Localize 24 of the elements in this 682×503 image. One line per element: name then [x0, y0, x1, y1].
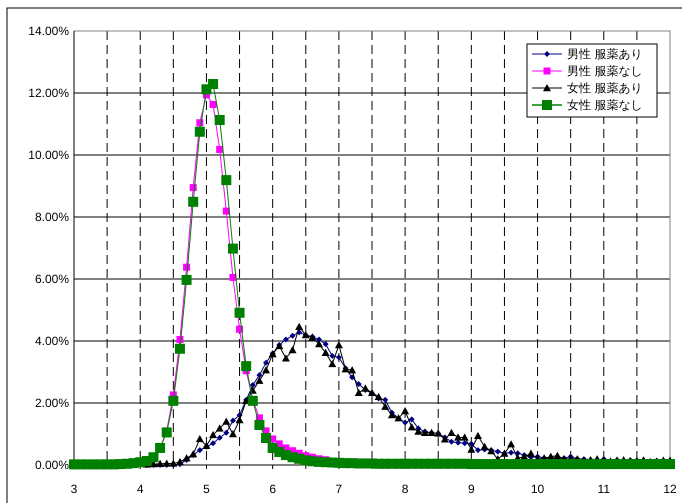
x-tick-label: 5 [203, 482, 210, 496]
y-tick-label: 2.00% [34, 396, 70, 410]
legend-label: 男性 服薬あり [567, 47, 642, 61]
y-tick-label: 8.00% [34, 210, 70, 224]
x-tick-label: 4 [136, 482, 144, 496]
y-tick-label: 14.00% [28, 24, 70, 38]
x-tick-label: 7 [336, 482, 343, 496]
x-tick-label: 9 [468, 482, 475, 496]
x-tick-label: 11 [598, 482, 610, 496]
x-tick-label: 8 [402, 482, 409, 496]
x-tick-label: 10 [530, 482, 545, 496]
y-tick-label: 4.00% [34, 334, 70, 348]
x-tick-label: 12 [663, 482, 677, 496]
legend-label: 女性 服薬なし [567, 98, 642, 112]
y-tick-label: 10.00% [28, 148, 70, 162]
legend-label: 男性 服薬なし [567, 64, 642, 78]
legend-label: 女性 服薬あり [567, 81, 642, 95]
x-tick-label: 3 [70, 482, 78, 496]
point [210, 100, 217, 108]
point [216, 146, 224, 153]
x-tick-label: 6 [269, 482, 276, 496]
y-tick-label: 12.00% [28, 86, 70, 100]
y-tick-label: 6.00% [34, 272, 70, 286]
y-tick-label: 0.00% [34, 458, 70, 472]
